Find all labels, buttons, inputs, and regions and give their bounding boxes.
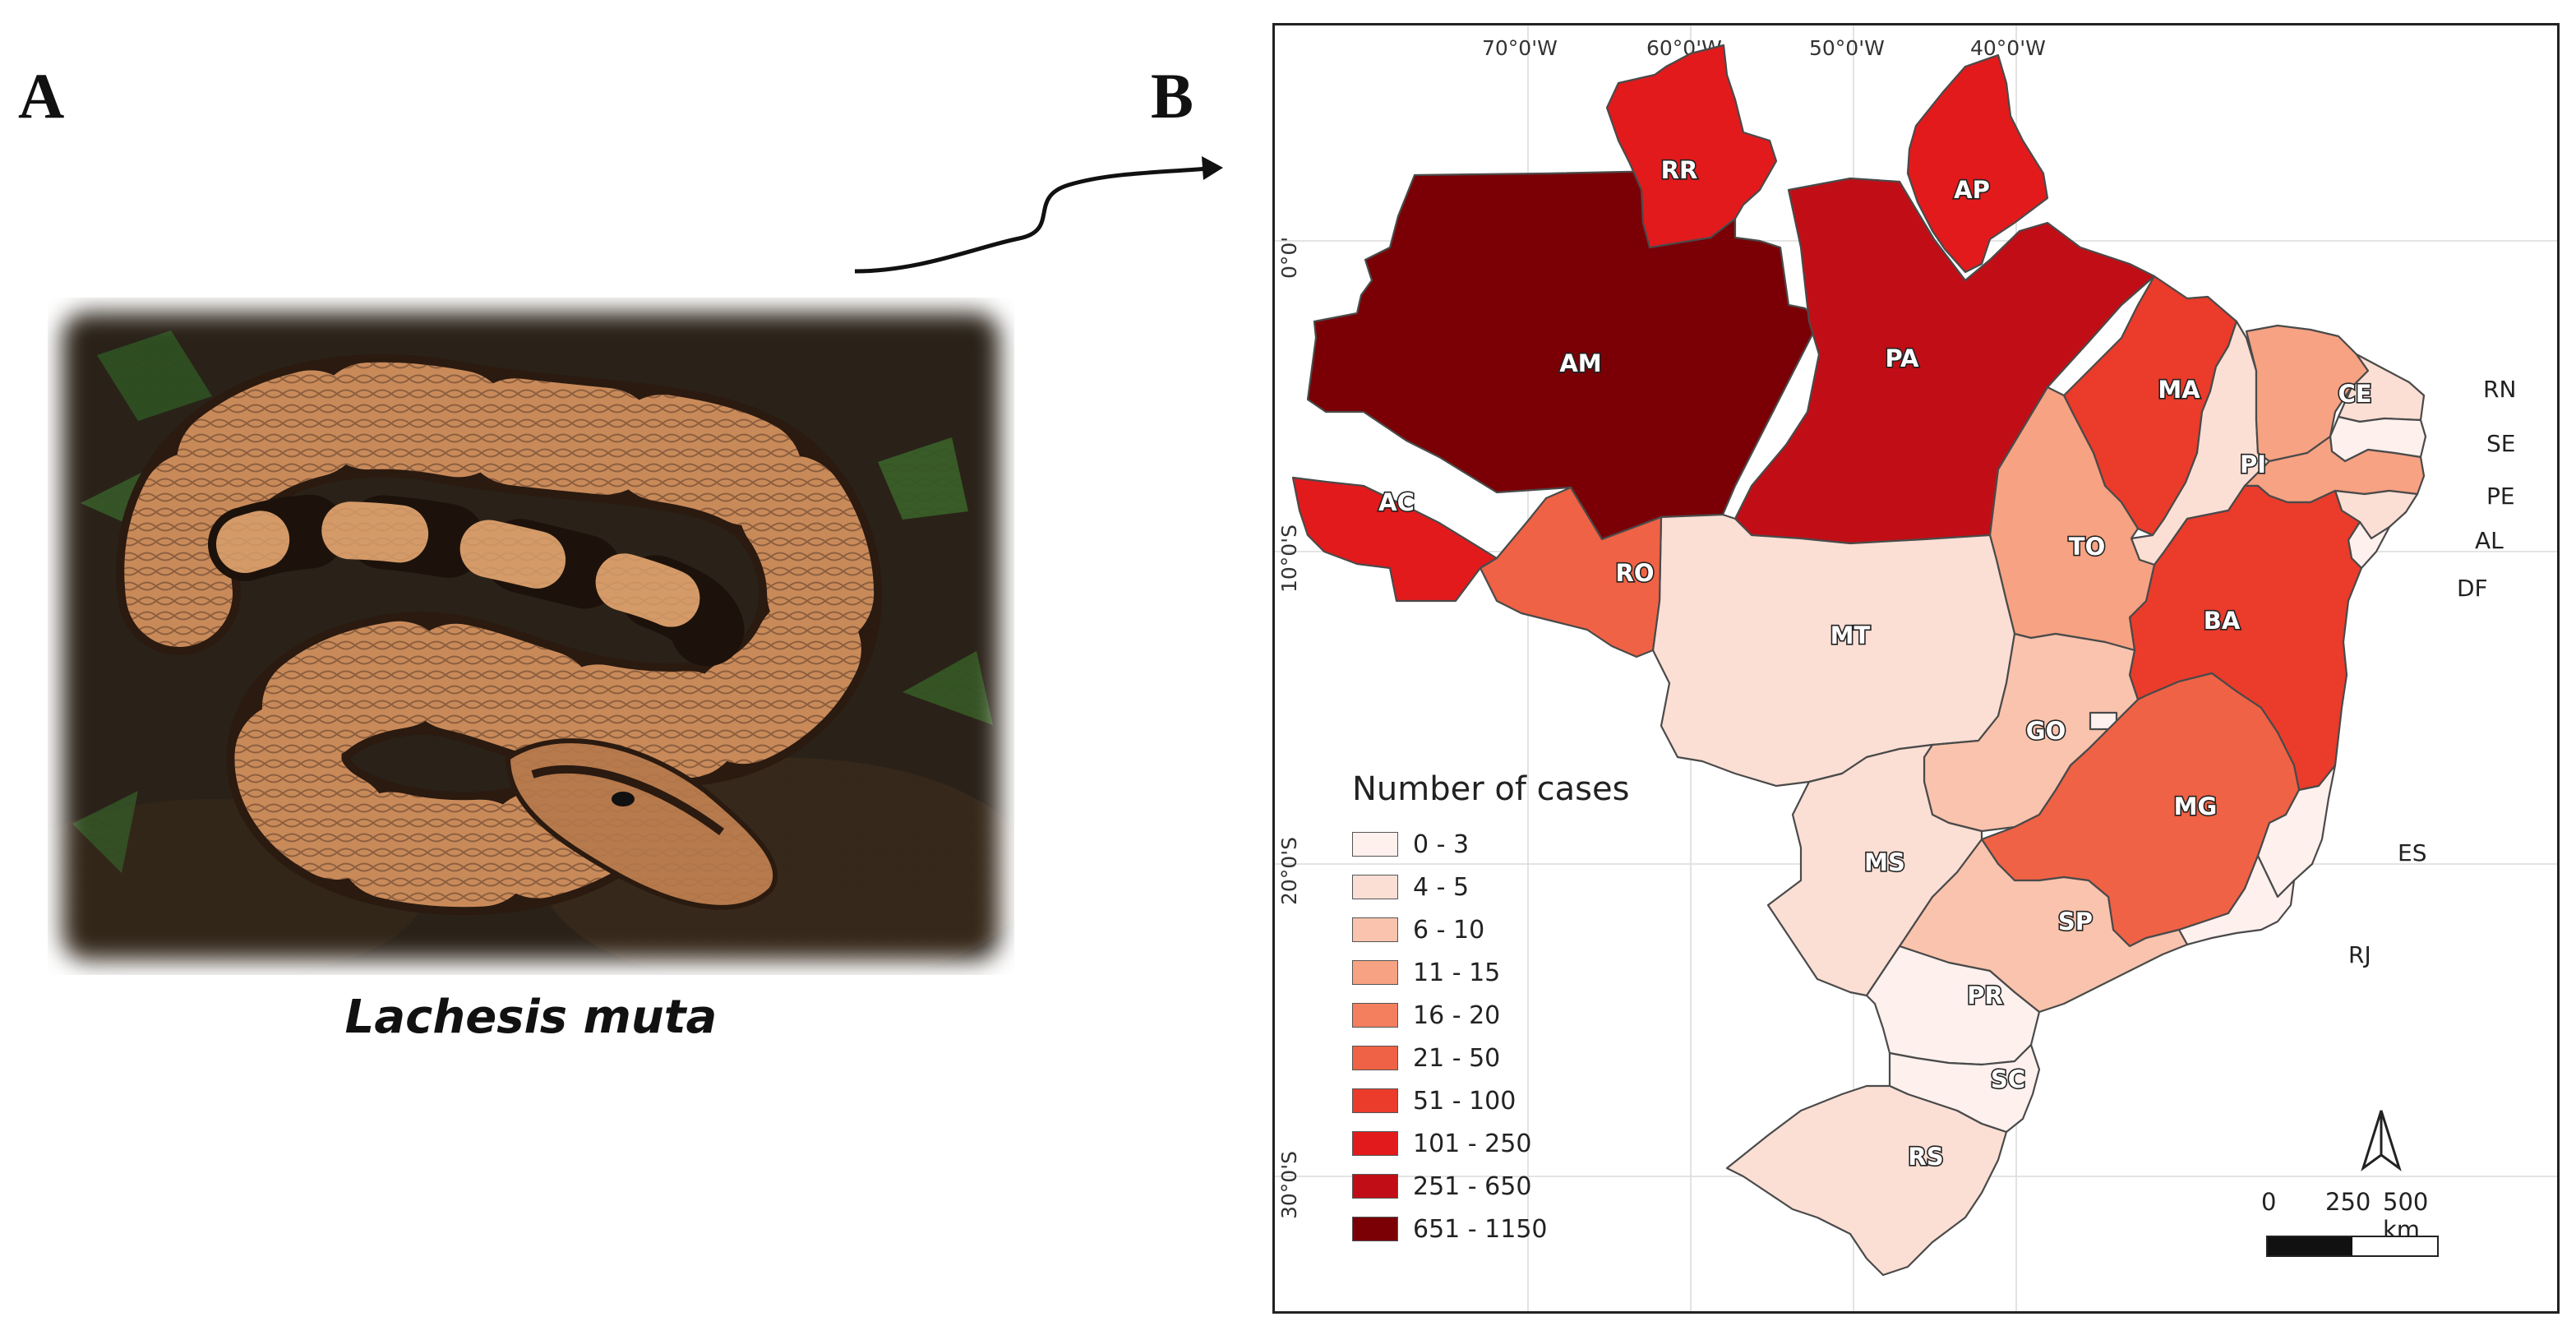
legend-label: 6 - 10 (1413, 915, 1485, 945)
state-ce (2245, 324, 2370, 463)
legend-item: 0 - 3 (1352, 823, 1629, 866)
legend-swatch (1352, 917, 1398, 942)
legend-label: 651 - 1150 (1413, 1214, 1548, 1244)
label-pe: PE (2486, 483, 2515, 510)
north-arrow-icon (2361, 1110, 2402, 1171)
label-rn: RN (2483, 376, 2516, 403)
state-labels: AM PA RR AP AC MA BA RO MG CE TO GO SP P… (1378, 155, 2374, 1171)
state-es (2256, 764, 2337, 899)
label-sp: SP (2058, 908, 2093, 936)
label-go: GO (2026, 717, 2066, 745)
state-rr (1605, 44, 1778, 249)
legend-label: 51 - 100 (1413, 1086, 1517, 1116)
legend-swatch (1352, 1046, 1398, 1070)
lon-tick-40w: 40°0'W (1970, 36, 2046, 60)
lon-tick-70w: 70°0'W (1482, 36, 1558, 60)
label-pa: PA (1885, 344, 1919, 372)
legend-swatch (1352, 1217, 1398, 1241)
lon-tick-50w: 50°0'W (1809, 36, 1885, 60)
legend-label: 251 - 650 (1413, 1171, 1532, 1201)
legend-label: 21 - 50 (1413, 1043, 1501, 1073)
legend-item: 16 - 20 (1352, 994, 1629, 1037)
label-ap: AP (1954, 176, 1990, 204)
label-ce: CE (2338, 380, 2371, 408)
legend-item: 21 - 50 (1352, 1037, 1629, 1079)
legend-swatch (1352, 875, 1398, 899)
label-ba: BA (2204, 607, 2241, 635)
label-rj: RJ (2348, 941, 2371, 968)
state-rs (1725, 1084, 2008, 1277)
legend-label: 4 - 5 (1413, 872, 1470, 902)
lat-tick-10s: 10°0'S (1277, 524, 1301, 593)
legend-swatch (1352, 1003, 1398, 1028)
legend-item: 101 - 250 (1352, 1122, 1629, 1165)
legend-label: 101 - 250 (1413, 1129, 1532, 1158)
states-layer (1291, 44, 2427, 1277)
lat-tick-0: 0°0' (1277, 237, 1301, 279)
legend-item: 651 - 1150 (1352, 1208, 1629, 1250)
panel-a-label: A (18, 60, 65, 132)
scale-bar: 0 250 500 km (2261, 1188, 2447, 1262)
label-mt: MT (1830, 621, 1871, 649)
brazil-choropleth-map: 70°0'W 60°0'W 50°0'W 40°0'W 0°0' 10°0'S … (1272, 23, 2560, 1314)
snake-photo (0, 298, 1034, 988)
legend-item: 11 - 15 (1352, 951, 1629, 994)
label-ac: AC (1378, 488, 1415, 516)
label-ma: MA (2158, 376, 2200, 404)
legend-item: 4 - 5 (1352, 866, 1629, 908)
state-ro (1479, 486, 1663, 658)
label-to: TO (2069, 533, 2105, 561)
species-caption: Lachesis muta (344, 991, 718, 1044)
legend-item: 51 - 100 (1352, 1079, 1629, 1122)
legend-label: 0 - 3 (1413, 829, 1470, 859)
legend-swatch (1352, 1088, 1398, 1113)
label-pi: PI (2240, 450, 2266, 478)
label-al: AL (2475, 527, 2504, 554)
label-rs: RS (1908, 1143, 1943, 1171)
label-am: AM (1559, 349, 1601, 377)
state-ac (1291, 476, 1498, 603)
state-am (1306, 162, 1821, 541)
scale-bar-graphic (2266, 1236, 2439, 1257)
scale-zero: 0 (2261, 1188, 2277, 1216)
label-pr: PR (1967, 982, 2003, 1010)
legend: Number of cases 0 - 3 4 - 5 6 - 10 11 - 15 1… (1352, 770, 1629, 1250)
label-es: ES (2398, 839, 2426, 866)
panel-b-label: B (1151, 60, 1194, 132)
legend-item: 6 - 10 (1352, 908, 1629, 951)
legend-swatch (1352, 1174, 1398, 1199)
legend-swatch (1352, 960, 1398, 985)
label-ms: MS (1864, 848, 1905, 876)
legend-items: 0 - 3 4 - 5 6 - 10 11 - 15 16 - 20 21 - 50 51 … (1352, 823, 1629, 1250)
lat-tick-30s: 30°0'S (1277, 1151, 1301, 1219)
legend-label: 16 - 20 (1413, 1000, 1501, 1030)
state-ms (1766, 743, 1983, 997)
legend-title: Number of cases (1352, 770, 1630, 808)
legend-swatch (1352, 832, 1398, 857)
label-rr: RR (1661, 156, 1698, 184)
label-se: DF (2457, 575, 2488, 602)
state-ap (1906, 53, 2049, 274)
label-sc: SC (1991, 1065, 2025, 1093)
legend-item: 251 - 650 (1352, 1165, 1629, 1208)
label-mg: MG (2174, 792, 2218, 820)
scale-mid: 250 (2325, 1188, 2371, 1216)
legend-swatch (1352, 1131, 1398, 1156)
label-ro: RO (1616, 559, 1655, 587)
label-pb: SE (2486, 430, 2515, 457)
outside-labels: RN SE PE AL DF ES RJ (2348, 376, 2516, 968)
lat-tick-20s: 20°0'S (1277, 837, 1301, 905)
legend-label: 11 - 15 (1413, 958, 1501, 987)
